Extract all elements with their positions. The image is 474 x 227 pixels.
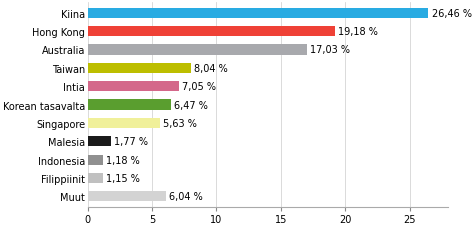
Text: 6,47 %: 6,47 % bbox=[174, 100, 208, 110]
Text: 6,04 %: 6,04 % bbox=[169, 191, 202, 201]
Bar bbox=[88, 137, 110, 147]
Bar bbox=[88, 191, 165, 201]
Bar bbox=[88, 118, 160, 128]
Text: 5,63 %: 5,63 % bbox=[164, 118, 197, 128]
Text: 1,18 %: 1,18 % bbox=[106, 155, 140, 165]
Text: 1,15 %: 1,15 % bbox=[106, 173, 140, 183]
Text: 8,04 %: 8,04 % bbox=[194, 64, 228, 74]
Bar bbox=[88, 64, 191, 74]
Bar bbox=[88, 100, 171, 110]
Bar bbox=[88, 82, 179, 92]
Bar bbox=[88, 45, 307, 55]
Text: 17,03 %: 17,03 % bbox=[310, 45, 350, 55]
Text: 7,05 %: 7,05 % bbox=[182, 82, 216, 92]
Text: 1,77 %: 1,77 % bbox=[114, 137, 148, 147]
Bar bbox=[88, 173, 102, 183]
Bar bbox=[88, 9, 428, 19]
Bar bbox=[88, 155, 103, 165]
Text: 19,18 %: 19,18 % bbox=[338, 27, 378, 37]
Text: 26,46 %: 26,46 % bbox=[431, 9, 472, 19]
Bar bbox=[88, 27, 335, 37]
